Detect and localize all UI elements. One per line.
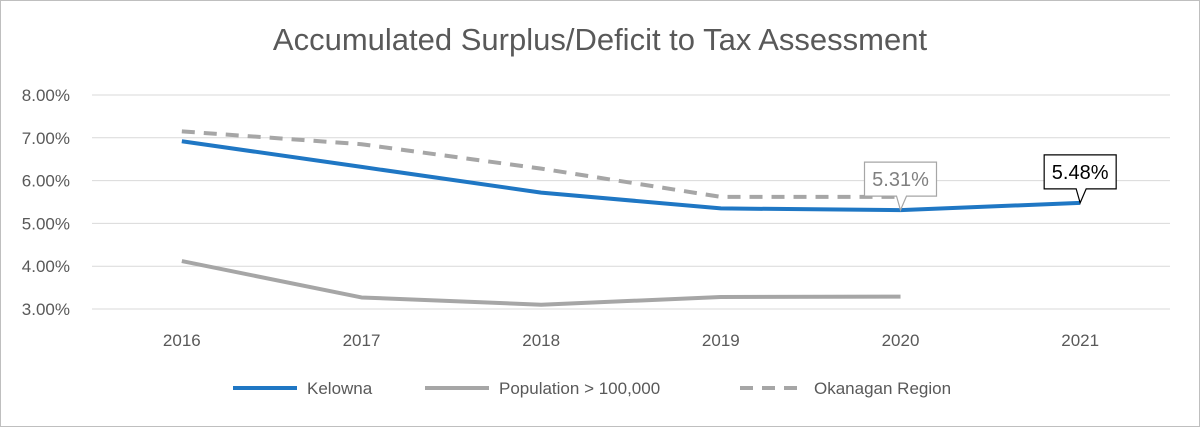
y-tick-label: 6.00% — [22, 172, 70, 191]
data-label-callout: 5.31% — [863, 161, 938, 212]
y-tick-label: 7.00% — [22, 129, 70, 148]
chart-title: Accumulated Surplus/Deficit to Tax Asses… — [272, 22, 928, 57]
legend-label: Kelowna — [307, 379, 373, 398]
legend-entry: Population > 100,000 — [425, 379, 660, 398]
data-label-text: 5.31% — [872, 169, 929, 191]
legend-entry: Kelowna — [233, 379, 373, 398]
y-tick-label: 5.00% — [22, 214, 70, 233]
y-tick-label: 3.00% — [22, 300, 70, 319]
y-tick-label: 8.00% — [22, 86, 70, 105]
data-label-callout: 5.48% — [1043, 154, 1117, 205]
x-tick-label: 2021 — [1061, 331, 1099, 350]
data-label-text: 5.48% — [1052, 162, 1109, 184]
legend-label: Okanagan Region — [814, 379, 951, 398]
x-tick-label: 2018 — [522, 331, 560, 350]
legend-entry: Okanagan Region — [740, 379, 951, 398]
x-tick-label: 2016 — [163, 331, 201, 350]
legend-label: Population > 100,000 — [499, 379, 660, 398]
x-tick-label: 2019 — [702, 331, 740, 350]
x-tick-label: 2020 — [882, 331, 920, 350]
series-line-kelowna — [181, 139, 1081, 213]
series-line-okanagan-region — [181, 129, 901, 199]
series-line-population-100-000 — [181, 259, 901, 307]
y-tick-label: 4.00% — [22, 257, 70, 276]
x-tick-label: 2017 — [343, 331, 381, 350]
